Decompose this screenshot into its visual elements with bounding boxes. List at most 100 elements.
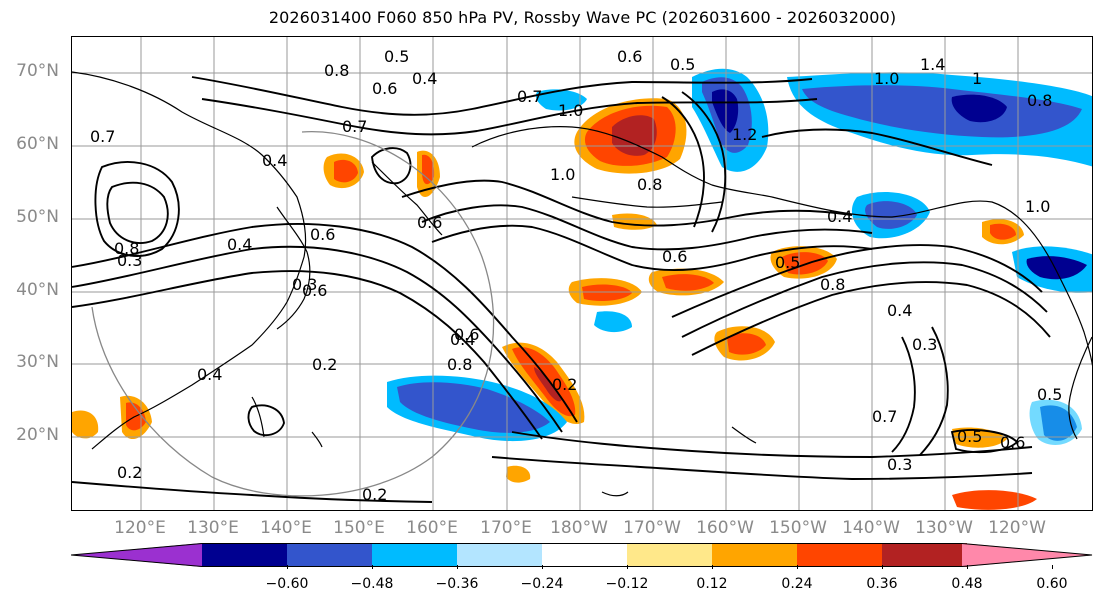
anomaly-negative xyxy=(594,311,632,333)
anomaly-positive xyxy=(72,410,99,439)
colorbar-tick-mark xyxy=(712,565,713,569)
longitude-label: 130°W xyxy=(915,518,973,538)
colorbar-extend-low xyxy=(71,543,202,567)
latitude-label: 50°N xyxy=(16,207,59,227)
longitude-label: 160°W xyxy=(696,518,754,538)
contour-label: 0.5 xyxy=(384,47,409,66)
contour-label: 0.3 xyxy=(887,455,912,474)
colorbar-tick-mark xyxy=(967,565,968,569)
pv-contour xyxy=(72,270,543,440)
pv-contour xyxy=(950,429,1019,454)
contour-label: 0.5 xyxy=(670,55,695,74)
colorbar-tick-label: 0.12 xyxy=(696,576,728,592)
longitude-label: 140°W xyxy=(842,518,900,538)
pv-contour xyxy=(371,147,412,185)
map-canvas: 0.5 0.6 0.5 1.4 0.8 0.4 0.6 0.7 1.0 1.0 1 0.8 0.7 0.7… xyxy=(72,37,1092,510)
coastline-kamchatka xyxy=(371,161,443,236)
rossby-wave-shading xyxy=(72,68,1092,510)
anomaly-positive xyxy=(662,274,714,291)
colorbar-tick-mark xyxy=(627,565,628,569)
pv-contour xyxy=(247,404,285,437)
latitude-label: 40°N xyxy=(16,280,59,300)
anomaly-negative xyxy=(1026,256,1087,280)
coastline-north-america xyxy=(771,196,1092,367)
colorbar-tick-mark xyxy=(882,565,883,569)
contour-label: 1.0 xyxy=(874,69,899,88)
contour-label: 0.7 xyxy=(90,127,115,146)
contour-label: 0.2 xyxy=(552,375,577,394)
contour-label: 0.7 xyxy=(872,407,897,426)
anomaly-positive xyxy=(990,223,1016,240)
colorbar-segment xyxy=(627,543,712,567)
coastlines xyxy=(72,71,1092,497)
colorbar-segment xyxy=(372,543,457,567)
colorbar-tick-mark xyxy=(1052,565,1053,569)
contour-label: 0.4 xyxy=(227,235,252,254)
page-title: 2026031400 F060 850 hPa PV, Rossby Wave … xyxy=(268,8,897,27)
anomaly-positive xyxy=(334,159,358,183)
colorbar-tick-label: 0.24 xyxy=(781,576,813,592)
latitude-label: 20°N xyxy=(16,425,59,445)
contour-label: 0.7 xyxy=(342,117,367,136)
longitude-label: 170°E xyxy=(480,518,532,538)
contour-label: 0.6 xyxy=(310,225,335,244)
contour-label: 0.5 xyxy=(775,253,800,272)
coastline-aleutians xyxy=(571,196,723,208)
contour-label: 0.8 xyxy=(114,239,139,258)
pv-contour xyxy=(681,261,1048,338)
contour-labels: 0.5 0.6 0.5 1.4 0.8 0.4 0.6 0.7 1.0 1.0 1 0.8 0.7 0.7… xyxy=(90,47,1062,504)
colorbar-tick-label: 0.48 xyxy=(951,576,983,592)
anomaly-negative xyxy=(712,89,739,133)
pv-contour xyxy=(72,481,433,503)
anomaly-positive xyxy=(727,333,766,355)
contour-label: 1.0 xyxy=(558,101,583,120)
pv-contour xyxy=(191,76,813,116)
pv-contour xyxy=(421,204,873,251)
colorbar-tick-mark xyxy=(797,565,798,569)
colorbar-tick-label: 0.36 xyxy=(866,576,898,592)
colorbar-tick-mark xyxy=(542,565,543,569)
contour-label: 0.3 xyxy=(912,335,937,354)
contour-label: 1.0 xyxy=(1025,197,1050,216)
coastline-japan xyxy=(276,206,311,330)
contour-label: 0.6 xyxy=(302,281,327,300)
pv-contour xyxy=(491,456,1033,480)
colorbar-tick-label: −0.60 xyxy=(265,576,309,592)
colorbar-segment xyxy=(542,543,627,567)
pv-contour xyxy=(671,244,1043,318)
colorbar-tick-label: −0.24 xyxy=(520,576,564,592)
longitude-label: 150°W xyxy=(769,518,827,538)
colorbar-tick-label: −0.48 xyxy=(350,576,394,592)
anomaly-negative xyxy=(951,94,1007,123)
contour-label: 0.6 xyxy=(372,79,397,98)
contour-label: 0.2 xyxy=(117,463,142,482)
contour-label: 0.2 xyxy=(362,485,387,504)
contour-label: 0.8 xyxy=(637,175,662,194)
longitude-label: 150°E xyxy=(333,518,385,538)
latitude-label: 60°N xyxy=(16,134,59,154)
colorbar-tick-mark xyxy=(287,565,288,569)
coastline-islands xyxy=(251,396,629,497)
contour-label: 0.3 xyxy=(292,275,317,294)
pv-contour xyxy=(761,128,993,166)
longitude-label: 170°W xyxy=(623,518,681,538)
longitude-label: 120°E xyxy=(114,518,166,538)
contour-label: 0.4 xyxy=(450,330,475,349)
pv-contour xyxy=(431,224,873,271)
graticule xyxy=(72,37,1092,510)
colorbar-tick-mark xyxy=(372,565,373,569)
latitude-label: 70°N xyxy=(16,61,59,81)
pv-contour xyxy=(94,161,180,257)
contour-label: 0.5 xyxy=(1037,385,1062,404)
contour-label: 1 xyxy=(972,69,982,88)
contour-label: 1.4 xyxy=(920,55,945,74)
longitude-label: 120°W xyxy=(988,518,1046,538)
colorbar-segment xyxy=(457,543,542,567)
colorbar-segment xyxy=(202,543,287,567)
pv-contour xyxy=(691,281,1051,356)
anomaly-negative xyxy=(535,89,587,111)
map-panel[interactable]: 0.5 0.6 0.5 1.4 0.8 0.4 0.6 0.7 1.0 1.0 1 0.8 0.7 0.7… xyxy=(71,36,1093,511)
contour-label: 0.5 xyxy=(957,427,982,446)
longitude-label: 160°E xyxy=(406,518,458,538)
pv-contour xyxy=(72,245,563,433)
